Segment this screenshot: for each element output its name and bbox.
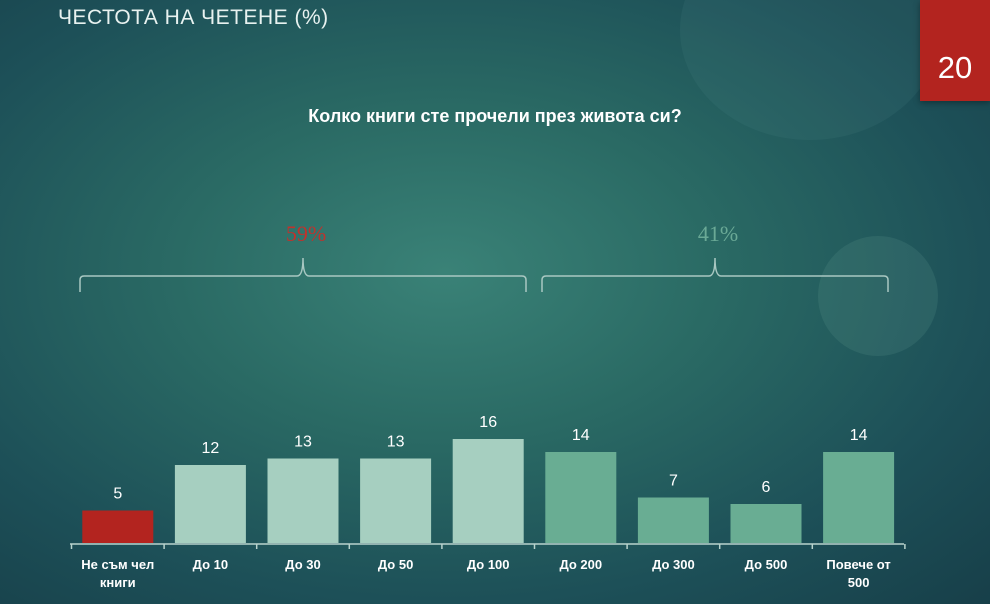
bar [823, 452, 895, 543]
data-label: 6 [762, 479, 771, 496]
bar [545, 452, 617, 543]
data-label: 12 [202, 440, 220, 457]
group-brace [541, 257, 889, 292]
bar [82, 510, 154, 543]
page-number: 20 [937, 50, 973, 85]
tick-label: Не съм чел [81, 557, 154, 572]
data-label: 14 [572, 427, 590, 444]
tick-label: До 10 [193, 557, 228, 572]
group-label: 59% [286, 221, 326, 246]
data-label: 7 [669, 473, 678, 490]
bar [360, 458, 432, 543]
tick-label: До 500 [745, 557, 788, 572]
tick-label: До 50 [378, 557, 413, 572]
group-label: 41% [698, 221, 738, 246]
data-label: 13 [387, 434, 405, 451]
decorative-circle [818, 236, 938, 356]
tick-label: До 300 [652, 557, 695, 572]
data-label: 13 [294, 434, 312, 451]
bar [452, 439, 524, 543]
tick-label: До 100 [467, 557, 510, 572]
data-label: 16 [479, 414, 497, 431]
bar [730, 504, 802, 543]
tick-label: книги [100, 575, 136, 590]
data-label: 14 [850, 427, 868, 444]
bar [267, 458, 339, 543]
bar [174, 465, 246, 543]
tick-label: До 30 [285, 557, 320, 572]
bar [637, 497, 709, 543]
group-brace [79, 257, 527, 292]
tick-label: До 200 [559, 557, 602, 572]
tick-label: 500 [848, 575, 870, 590]
slide-title: ЧЕСТОТА НА ЧЕТЕНЕ (%) [58, 6, 329, 29]
chart-question: Колко книги сте прочели през живота си? [308, 106, 682, 126]
data-label: 5 [113, 486, 122, 503]
page-number-badge: 20 [920, 0, 990, 101]
tick-label: Повече от [826, 557, 890, 572]
